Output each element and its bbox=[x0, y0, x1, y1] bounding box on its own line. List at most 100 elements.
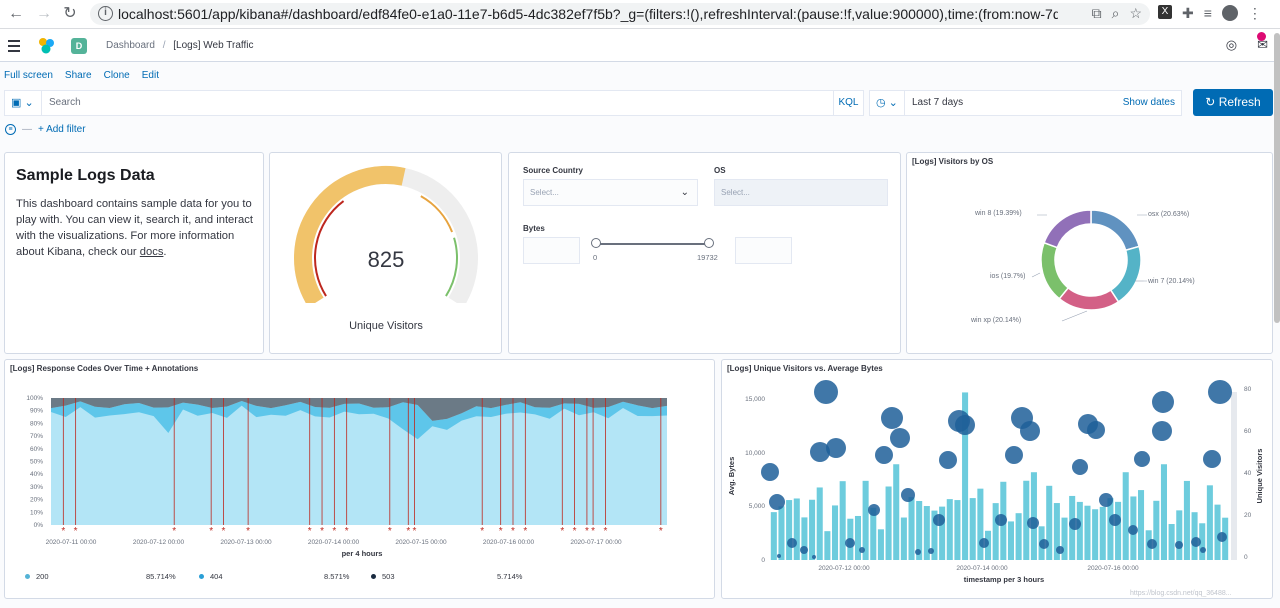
pie-slice bbox=[1040, 241, 1070, 300]
avg-bytes-bar bbox=[962, 392, 969, 560]
date-range[interactable]: Last 7 days bbox=[912, 97, 964, 108]
share-link[interactable]: Share bbox=[64, 70, 92, 81]
show-dates-link[interactable]: Show dates bbox=[1122, 97, 1175, 108]
address-bar[interactable]: i localhost:5601/app/kibana#/dashboard/e… bbox=[90, 3, 1150, 25]
zoom-icon[interactable]: ⌕ bbox=[1111, 5, 1120, 21]
unique-visitors-dot bbox=[1027, 517, 1039, 529]
kibana-logo-icon[interactable] bbox=[38, 37, 55, 54]
unique-visitors-dot bbox=[859, 547, 865, 553]
annotation-marker: * bbox=[209, 526, 213, 537]
unique-visitors-dot bbox=[1217, 532, 1227, 542]
legend-404-label: 404 bbox=[210, 572, 223, 581]
legend-200[interactable]: 200 bbox=[25, 572, 49, 581]
breadcrumb-dashboard[interactable]: Dashboard bbox=[106, 40, 155, 51]
unique-visitors-dot bbox=[1056, 546, 1064, 554]
unique-visitors-dot bbox=[1175, 541, 1183, 549]
avg-bytes-bar bbox=[1084, 505, 1091, 560]
url-text: localhost:5601/app/kibana#/dashboard/edf… bbox=[118, 6, 1058, 22]
y-tick-label: 50% bbox=[30, 459, 43, 466]
news-feed-icon[interactable]: ✉ bbox=[1257, 37, 1268, 52]
y-right-tick-label: 60 bbox=[1244, 428, 1252, 435]
unique-visitors-chart: 15,000 10,000 5,000 0 80 60 40 20 0 Avg. Bytes Uni… bbox=[727, 380, 1264, 584]
avg-bytes-bar bbox=[1191, 512, 1198, 560]
add-filter-button[interactable]: + Add filter bbox=[38, 124, 86, 135]
source-country-label: Source Country bbox=[523, 166, 584, 175]
unique-visitors-dot bbox=[1069, 518, 1081, 530]
filter-options-icon[interactable]: ≡ bbox=[5, 124, 16, 135]
dashboard-top-nav: Full screen Share Clone Edit bbox=[4, 70, 159, 81]
gauge-chart bbox=[294, 166, 478, 303]
pie-leader-line bbox=[1061, 310, 1088, 322]
avg-bytes-bar bbox=[1015, 513, 1022, 560]
annotation-marker: * bbox=[480, 526, 484, 537]
series-503-area bbox=[51, 398, 667, 421]
avg-bytes-bar bbox=[824, 531, 831, 560]
chevron-down-icon: ⌄ bbox=[888, 97, 898, 109]
os-select[interactable]: Select... bbox=[714, 179, 888, 206]
legend-dot-200 bbox=[25, 574, 30, 579]
bytes-range-min-label: 0 bbox=[593, 253, 598, 262]
more-menu-icon[interactable]: ⋮ bbox=[1247, 5, 1262, 21]
avg-bytes-bar bbox=[1053, 503, 1060, 560]
avg-bytes-bar bbox=[793, 498, 800, 560]
quick-menu-button[interactable]: ◷ ⌄ bbox=[870, 91, 905, 115]
bookmark-star-icon[interactable]: ☆ bbox=[1129, 5, 1142, 21]
bytes-max-input[interactable] bbox=[735, 237, 792, 264]
reading-list-icon[interactable]: ≡ bbox=[1203, 5, 1212, 21]
legend-404[interactable]: 404 bbox=[199, 572, 223, 581]
y-tick-label: 70% bbox=[30, 433, 43, 440]
annotation-marker: * bbox=[585, 526, 589, 537]
avg-bytes-bar bbox=[969, 498, 976, 560]
back-icon[interactable]: ← bbox=[8, 5, 24, 22]
forward-icon[interactable]: → bbox=[36, 5, 52, 22]
annotation-marker: * bbox=[499, 526, 503, 537]
bytes-range-min-handle[interactable] bbox=[591, 238, 601, 248]
avg-bytes-bar bbox=[1099, 506, 1106, 560]
source-country-select[interactable]: Select... ⌄ bbox=[523, 179, 698, 206]
clone-link[interactable]: Clone bbox=[103, 70, 130, 81]
reload-icon[interactable]: ↻ bbox=[63, 5, 77, 22]
full-screen-link[interactable]: Full screen bbox=[4, 70, 53, 81]
avg-bytes-bar bbox=[939, 506, 946, 560]
menu-icon[interactable] bbox=[8, 40, 20, 55]
pie-slice bbox=[1109, 245, 1142, 303]
extension-x-icon[interactable]: X bbox=[1158, 5, 1172, 19]
pie-label-winxp: win xp (20.14%) bbox=[971, 317, 1022, 324]
space-avatar[interactable]: D bbox=[71, 38, 87, 54]
avg-bytes-bar bbox=[870, 507, 877, 560]
os-label: OS bbox=[714, 166, 726, 175]
y-tick-label: 10% bbox=[30, 509, 43, 516]
gauge-range-green bbox=[445, 237, 458, 297]
saved-query-button[interactable]: ▣ ⌄ bbox=[5, 91, 42, 115]
bytes-min-input[interactable] bbox=[523, 237, 580, 264]
profile-avatar[interactable] bbox=[1221, 5, 1238, 21]
avg-bytes-bar bbox=[1199, 523, 1206, 560]
pie-slice bbox=[1043, 209, 1092, 249]
avg-bytes-bar bbox=[801, 517, 808, 560]
bytes-range-max-handle[interactable] bbox=[704, 238, 714, 248]
legend-503[interactable]: 503 bbox=[371, 572, 395, 581]
help-icon[interactable]: ◎ bbox=[1225, 37, 1238, 52]
x-tick-label: 2020-07-15 00:00 bbox=[395, 539, 447, 546]
avg-bytes-bar bbox=[931, 510, 938, 560]
unique-visitors-dot bbox=[1200, 547, 1206, 553]
annotation-marker: * bbox=[659, 526, 663, 537]
refresh-button[interactable]: ↻ Refresh bbox=[1193, 89, 1273, 116]
x-tick-label: 2020-07-13 00:00 bbox=[220, 539, 272, 546]
kql-toggle[interactable]: KQL bbox=[833, 91, 863, 115]
right-axis-band bbox=[1231, 392, 1237, 560]
y-tick-label: 20% bbox=[30, 497, 43, 504]
y-tick-label: 0% bbox=[34, 522, 44, 529]
pie-slice bbox=[1090, 209, 1141, 252]
translate-icon[interactable]: ⧉ bbox=[1091, 5, 1102, 21]
y-right-tick-label: 40 bbox=[1244, 470, 1252, 477]
search-input[interactable]: Search bbox=[49, 97, 81, 108]
x-tick-label: 2020-07-16 00:00 bbox=[1087, 565, 1139, 572]
edit-link[interactable]: Edit bbox=[141, 70, 159, 81]
annotation-marker: * bbox=[332, 526, 336, 537]
breadcrumb-current: [Logs] Web Traffic bbox=[173, 40, 254, 51]
site-info-icon[interactable]: i bbox=[98, 6, 113, 21]
page-scrollbar[interactable] bbox=[1274, 33, 1280, 323]
extensions-puzzle-icon[interactable]: ✚ bbox=[1182, 5, 1194, 21]
docs-link[interactable]: docs bbox=[139, 246, 164, 258]
